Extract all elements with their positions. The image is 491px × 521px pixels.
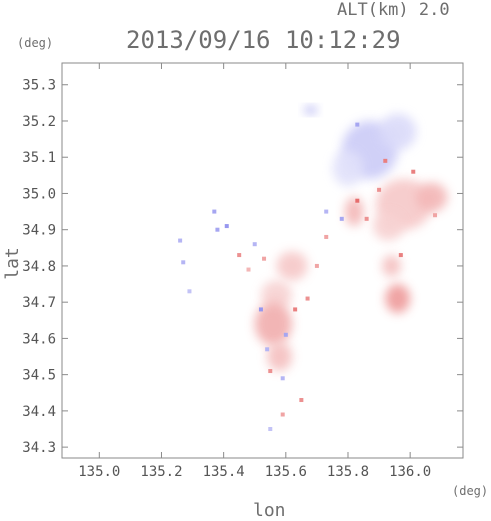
echo-speckle xyxy=(237,253,242,258)
y-unit-label: (deg) xyxy=(17,36,54,50)
echo-speckle xyxy=(280,376,285,381)
echo-speckle xyxy=(215,227,220,232)
x-tick-label: 135.8 xyxy=(327,464,369,480)
echo-speckle xyxy=(258,307,263,312)
x-unit-label: (deg) xyxy=(452,484,489,498)
echo-speckle xyxy=(212,209,217,214)
echo-layer xyxy=(254,106,448,372)
y-tick-label: 34.3 xyxy=(22,440,56,456)
echo-speckle xyxy=(293,307,298,312)
y-tick-label: 34.8 xyxy=(22,259,56,275)
echo-region xyxy=(304,106,317,114)
echo-speckle xyxy=(246,267,251,272)
x-tick-label: 135.4 xyxy=(203,464,245,480)
echo-speckle xyxy=(339,216,344,221)
echo-speckle xyxy=(268,427,273,432)
echo-speckle xyxy=(283,332,288,337)
x-tick-label: 135.6 xyxy=(265,464,307,480)
echo-speckle xyxy=(299,398,304,403)
axis-ticks: 135.0 135.2 135.4 135.6 135.8 136.0 34.3 34.4 34… xyxy=(22,63,463,480)
echo-speckle xyxy=(398,253,403,258)
echo-region xyxy=(382,255,401,277)
echo-region xyxy=(254,302,293,346)
echo-region xyxy=(276,251,308,281)
plot-frame xyxy=(61,62,464,459)
echo-speckle xyxy=(383,158,388,163)
y-tick-label: 34.5 xyxy=(22,368,56,384)
echo-speckle xyxy=(265,347,270,352)
y-tick-label: 35.0 xyxy=(22,186,56,202)
echo-speckle xyxy=(224,224,229,229)
echo-speckle xyxy=(324,234,329,239)
chart-title: 2013/09/16 10:12:29 xyxy=(126,26,401,54)
echo-speckle xyxy=(268,369,273,374)
x-tick-label: 136.0 xyxy=(389,464,431,480)
x-axis-label: lon xyxy=(253,500,286,521)
echo-speckle xyxy=(305,296,310,301)
echo-speckle xyxy=(280,412,285,417)
y-tick-label: 35.2 xyxy=(22,114,56,130)
echo-speckle xyxy=(433,213,438,218)
echo-region xyxy=(372,211,404,241)
echo-region xyxy=(260,280,293,310)
echo-speckle xyxy=(324,209,329,214)
echo-region xyxy=(416,182,448,212)
x-tick-label: 135.0 xyxy=(78,464,120,480)
echo-speckle xyxy=(178,238,183,243)
echo-speckle xyxy=(364,216,369,221)
echo-speckle xyxy=(314,263,319,268)
x-tick-label: 135.2 xyxy=(140,464,182,480)
y-tick-label: 34.7 xyxy=(22,295,56,311)
y-tick-label: 35.1 xyxy=(22,150,56,166)
y-tick-label: 35.3 xyxy=(22,78,56,94)
altitude-label: ALT(km) 2.0 xyxy=(337,0,450,20)
echo-region xyxy=(385,284,411,314)
echo-region xyxy=(267,342,293,372)
echo-region xyxy=(344,197,364,227)
echo-speckle xyxy=(355,198,360,203)
y-tick-label: 34.9 xyxy=(22,223,56,239)
echo-speckle xyxy=(187,289,192,294)
echo-speckle xyxy=(377,187,382,192)
echo-speckle xyxy=(262,256,267,261)
echo-speckle xyxy=(181,260,186,265)
y-tick-label: 34.4 xyxy=(22,404,56,420)
echo-region xyxy=(379,113,417,150)
echo-speckle xyxy=(411,169,416,174)
echo-speckle xyxy=(355,122,360,127)
speckle-layer xyxy=(178,122,438,432)
y-tick-label: 34.6 xyxy=(22,331,56,347)
echo-region xyxy=(332,149,364,187)
echo-speckle xyxy=(252,242,257,247)
